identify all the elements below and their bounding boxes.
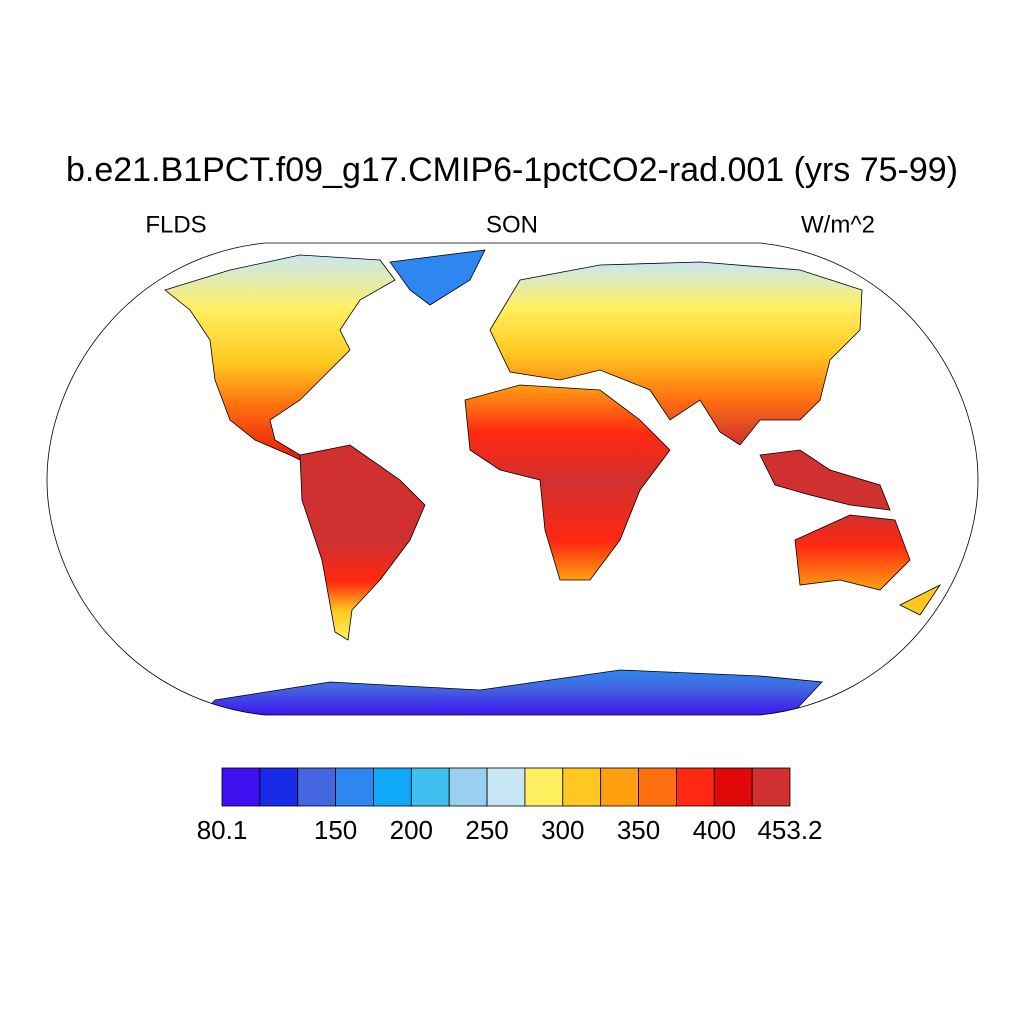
colorbar-box bbox=[297, 767, 337, 807]
map bbox=[164, 249, 942, 715]
colorbar-box bbox=[221, 767, 261, 807]
colorbar-box bbox=[600, 767, 639, 807]
antarctica bbox=[199, 669, 823, 715]
colorbar-box bbox=[448, 767, 488, 807]
colorbar-tick-label: 150 bbox=[314, 815, 357, 845]
colorbar-box bbox=[486, 767, 526, 807]
colorbar-box bbox=[335, 767, 374, 807]
colorbar-box bbox=[713, 767, 753, 807]
center-string: SON bbox=[486, 211, 538, 238]
colorbar-tick-label: 250 bbox=[465, 815, 508, 845]
title: b.e21.B1PCT.f09_g17.CMIP6-1pctCO2-rad.00… bbox=[66, 151, 958, 189]
north-america bbox=[164, 254, 396, 471]
maritime-asia bbox=[759, 449, 891, 511]
colorbar: 80.1 150 200 250 300 350 400 453.2 bbox=[197, 767, 823, 845]
south-america bbox=[299, 444, 426, 641]
colorbar-box bbox=[259, 767, 299, 807]
colorbar-tick-label: 453.2 bbox=[757, 815, 822, 845]
right-string: W/m^2 bbox=[801, 211, 875, 238]
eurasia bbox=[489, 261, 863, 446]
colorbar-box bbox=[373, 767, 412, 807]
new-zealand bbox=[899, 583, 942, 616]
colorbar-tick-label: 200 bbox=[390, 815, 433, 845]
colorbar-box bbox=[524, 767, 564, 807]
colorbar-box bbox=[751, 767, 791, 807]
colorbar-box bbox=[676, 767, 715, 807]
colorbar-tick-label: 300 bbox=[541, 815, 584, 845]
greenland bbox=[389, 249, 486, 306]
colorbar-box bbox=[562, 767, 602, 807]
colorbar-tick-label: 400 bbox=[693, 815, 736, 845]
colorbar-tick-label: 80.1 bbox=[197, 815, 248, 845]
left-string: FLDS bbox=[145, 211, 206, 238]
map-outline bbox=[46, 242, 979, 716]
australia bbox=[794, 514, 911, 591]
africa bbox=[464, 384, 671, 581]
colorbar-box bbox=[638, 767, 677, 807]
colorbar-box bbox=[410, 767, 450, 807]
colorbar-tick-label: 350 bbox=[617, 815, 660, 845]
